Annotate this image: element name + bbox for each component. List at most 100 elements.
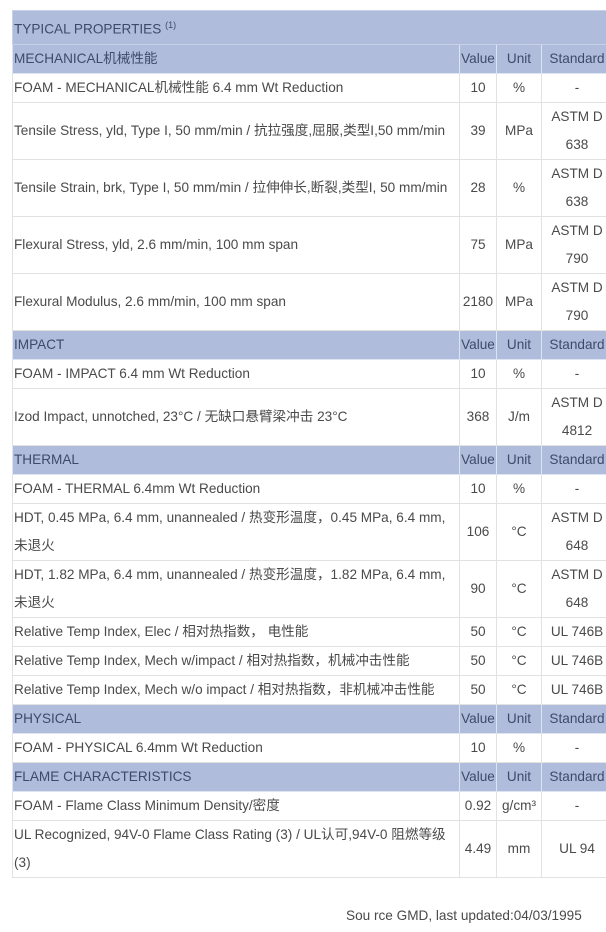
property-unit: °C xyxy=(496,645,542,676)
property-name: Flexural Stress, yld, 2.6 mm/min, 100 mm… xyxy=(12,215,460,274)
property-value: 10 xyxy=(459,732,497,763)
unit-column-header: Unit xyxy=(496,761,542,792)
value-column-header: Value xyxy=(459,761,497,792)
property-value: 106 xyxy=(459,502,497,561)
table-title-row: TYPICAL PROPERTIES (1) xyxy=(11,10,606,45)
value-column-header: Value xyxy=(459,329,497,360)
table-row: FOAM - IMPACT 6.4 mm Wt Reduction 10% - xyxy=(12,358,606,389)
section-header-row: PHYSICAL Value Unit Standard xyxy=(12,703,606,734)
table-row: Tensile Strain, brk, Type I, 50 mm/min /… xyxy=(12,158,606,217)
table-row: FOAM - Flame Class Minimum Density/密度 0.9… xyxy=(12,790,606,821)
property-name: UL Recognized, 94V-0 Flame Class Rating … xyxy=(12,819,460,878)
property-unit: % xyxy=(496,473,542,504)
property-standard: - xyxy=(540,72,606,103)
property-value: 90 xyxy=(459,559,497,618)
property-name: Tensile Stress, yld, Type I, 50 mm/min /… xyxy=(12,101,460,160)
standard-column-header: Standard xyxy=(540,444,606,475)
property-value: 50 xyxy=(459,616,497,647)
property-name: Relative Temp Index, Mech w/impact / 相对热… xyxy=(12,645,460,676)
property-standard: - xyxy=(540,732,606,763)
property-unit: °C xyxy=(496,674,542,705)
section-title: PHYSICAL xyxy=(12,703,460,734)
property-standard: ASTM D 638 xyxy=(540,101,606,160)
property-standard: - xyxy=(540,358,606,389)
property-name: Tensile Strain, brk, Type I, 50 mm/min /… xyxy=(12,158,460,217)
property-standard: ASTM D 790 xyxy=(540,272,606,331)
table-row: FOAM - PHYSICAL 6.4mm Wt Reduction 10% - xyxy=(12,732,606,763)
property-standard: ASTM D 648 xyxy=(540,559,606,618)
property-unit: MPa xyxy=(496,272,542,331)
unit-column-header: Unit xyxy=(496,703,542,734)
property-unit: °C xyxy=(496,559,542,618)
section-header-row: FLAME CHARACTERISTICS Value Unit Standard xyxy=(12,761,606,792)
property-name: FOAM - IMPACT 6.4 mm Wt Reduction xyxy=(12,358,460,389)
property-unit: % xyxy=(496,72,542,103)
standard-column-header: Standard xyxy=(540,761,606,792)
section-title: THERMAL xyxy=(12,444,460,475)
property-value: 50 xyxy=(459,674,497,705)
section-header-row: MECHANICAL机械性能 Value Unit Standard xyxy=(12,43,606,74)
property-standard: UL 746B xyxy=(540,674,606,705)
property-name: Relative Temp Index, Mech w/o impact / 相… xyxy=(12,674,460,705)
table-title: TYPICAL PROPERTIES (1) xyxy=(11,10,606,45)
property-standard: UL 746B xyxy=(540,616,606,647)
value-column-header: Value xyxy=(459,43,497,74)
property-name: HDT, 1.82 MPa, 6.4 mm, unannealed / 热变形温… xyxy=(12,559,460,618)
property-name: FOAM - PHYSICAL 6.4mm Wt Reduction xyxy=(12,732,460,763)
property-value: 4.49 xyxy=(459,819,497,878)
section-title: FLAME CHARACTERISTICS xyxy=(12,761,460,792)
property-unit: MPa xyxy=(496,101,542,160)
property-name: Izod Impact, unnotched, 23°C / 无缺口悬臂梁冲击 … xyxy=(12,387,460,446)
property-unit: J/m xyxy=(496,387,542,446)
table-row: HDT, 1.82 MPa, 6.4 mm, unannealed / 热变形温… xyxy=(12,559,606,618)
property-value: 75 xyxy=(459,215,497,274)
property-unit: g/cm³ xyxy=(496,790,542,821)
property-unit: % xyxy=(496,358,542,389)
table-row: Tensile Stress, yld, Type I, 50 mm/min /… xyxy=(12,101,606,160)
property-standard: UL 94 xyxy=(540,819,606,878)
property-value: 368 xyxy=(459,387,497,446)
unit-column-header: Unit xyxy=(496,444,542,475)
property-standard: - xyxy=(540,473,606,504)
property-name: HDT, 0.45 MPa, 6.4 mm, unannealed / 热变形温… xyxy=(12,502,460,561)
table-row: Flexural Stress, yld, 2.6 mm/min, 100 mm… xyxy=(12,215,606,274)
title-footnote: (1) xyxy=(165,20,177,30)
unit-column-header: Unit xyxy=(496,43,542,74)
property-unit: mm xyxy=(496,819,542,878)
property-value: 50 xyxy=(459,645,497,676)
property-standard: ASTM D 4812 xyxy=(540,387,606,446)
table-row: Relative Temp Index, Elec / 相对热指数， 电性能 50… xyxy=(12,616,606,647)
table-row: UL Recognized, 94V-0 Flame Class Rating … xyxy=(12,819,606,878)
property-name: FOAM - MECHANICAL机械性能 6.4 mm Wt Reductio… xyxy=(12,72,460,103)
properties-table: TYPICAL PROPERTIES (1) MECHANICAL机械性能 Val… xyxy=(11,10,606,878)
property-unit: °C xyxy=(496,616,542,647)
property-value: 10 xyxy=(459,473,497,504)
property-unit: % xyxy=(496,732,542,763)
table-row: Izod Impact, unnotched, 23°C / 无缺口悬臂梁冲击 … xyxy=(12,387,606,446)
property-standard: ASTM D 790 xyxy=(540,215,606,274)
property-name: FOAM - Flame Class Minimum Density/密度 xyxy=(12,790,460,821)
property-name: FOAM - THERMAL 6.4mm Wt Reduction xyxy=(12,473,460,504)
table-row: Flexural Modulus, 2.6 mm/min, 100 mm spa… xyxy=(12,272,606,331)
table-row: FOAM - MECHANICAL机械性能 6.4 mm Wt Reductio… xyxy=(12,72,606,103)
table-row: FOAM - THERMAL 6.4mm Wt Reduction 10% - xyxy=(12,473,606,504)
property-standard: ASTM D 638 xyxy=(540,158,606,217)
unit-column-header: Unit xyxy=(496,329,542,360)
property-name: Relative Temp Index, Elec / 相对热指数， 电性能 xyxy=(12,616,460,647)
property-value: 2180 xyxy=(459,272,497,331)
section-title: IMPACT xyxy=(12,329,460,360)
source-note: Sou rce GMD, last updated:04/03/1995 xyxy=(346,908,582,923)
property-standard: ASTM D 648 xyxy=(540,502,606,561)
property-unit: °C xyxy=(496,502,542,561)
standard-column-header: Standard xyxy=(540,703,606,734)
property-name: Flexural Modulus, 2.6 mm/min, 100 mm spa… xyxy=(12,272,460,331)
property-value: 0.92 xyxy=(459,790,497,821)
property-value: 10 xyxy=(459,358,497,389)
property-value: 10 xyxy=(459,72,497,103)
table-row: Relative Temp Index, Mech w/o impact / 相… xyxy=(12,674,606,705)
section-header-row: THERMAL Value Unit Standard xyxy=(12,444,606,475)
table-row: HDT, 0.45 MPa, 6.4 mm, unannealed / 热变形温… xyxy=(12,502,606,561)
table-row: Relative Temp Index, Mech w/impact / 相对热… xyxy=(12,645,606,676)
standard-column-header: Standard xyxy=(540,329,606,360)
value-column-header: Value xyxy=(459,703,497,734)
